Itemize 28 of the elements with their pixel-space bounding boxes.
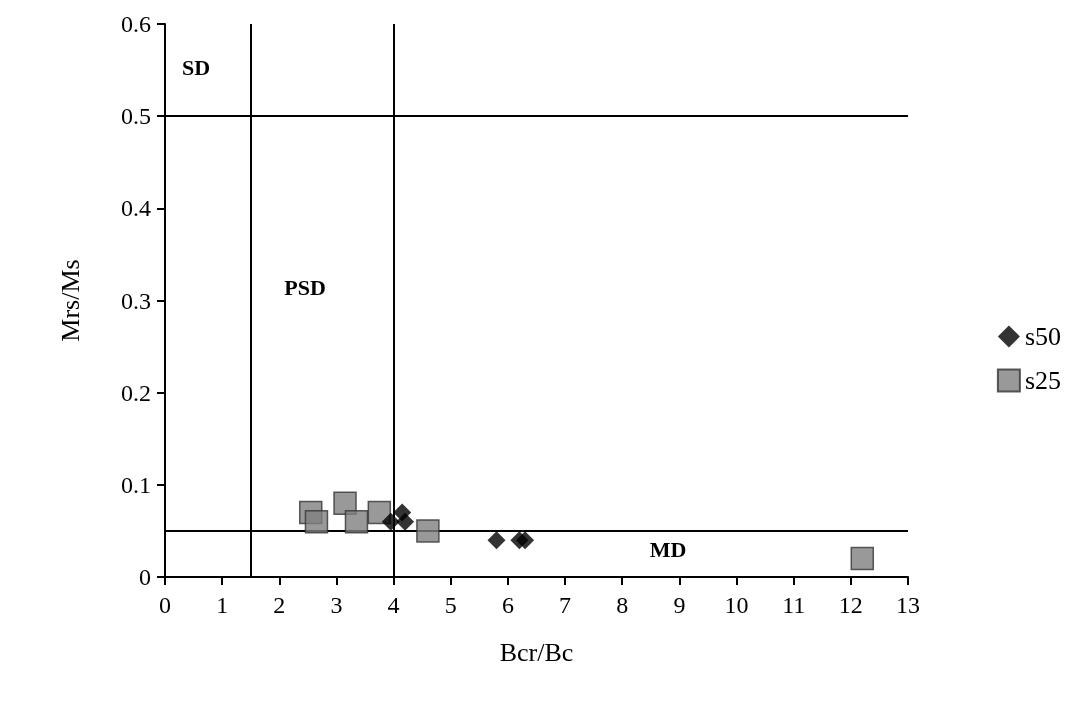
x-tick-label: 5 (444, 592, 457, 618)
x-tick-label: 10 (724, 592, 749, 618)
y-tick-label: 0.1 (121, 471, 151, 498)
y-tick-label: 0.3 (121, 287, 151, 314)
x-tick-label: 1 (216, 592, 229, 618)
x-tick-label: 3 (330, 592, 343, 618)
x-tick-label: 12 (838, 592, 863, 618)
x-axis-title: Bcr/Bc (499, 637, 574, 667)
x-tick-label: 9 (673, 592, 686, 618)
annotation: SD (181, 54, 211, 80)
x-tick-label: 2 (273, 592, 286, 618)
y-tick-label: 0.5 (121, 103, 151, 130)
annotation: MD (649, 536, 687, 562)
y-tick-label: 0.6 (121, 11, 151, 37)
annotation: PSD (284, 274, 326, 300)
legend-label: s25 (1024, 366, 1062, 395)
legend-label: s50 (1024, 322, 1062, 351)
x-tick-label: 0 (159, 592, 171, 618)
x-tick-label: 11 (782, 592, 806, 618)
x-tick-label: 4 (387, 592, 400, 618)
x-tick-label: 13 (896, 592, 920, 618)
y-tick-label: 0.4 (121, 195, 151, 222)
x-tick-label: 7 (559, 592, 572, 618)
x-tick-label: 8 (616, 592, 629, 618)
y-axis-title: Mrs/Ms (55, 259, 85, 342)
y-tick-label: 0.2 (121, 379, 151, 406)
x-tick-label: 6 (501, 592, 514, 618)
y-tick-label: 0 (139, 564, 151, 590)
